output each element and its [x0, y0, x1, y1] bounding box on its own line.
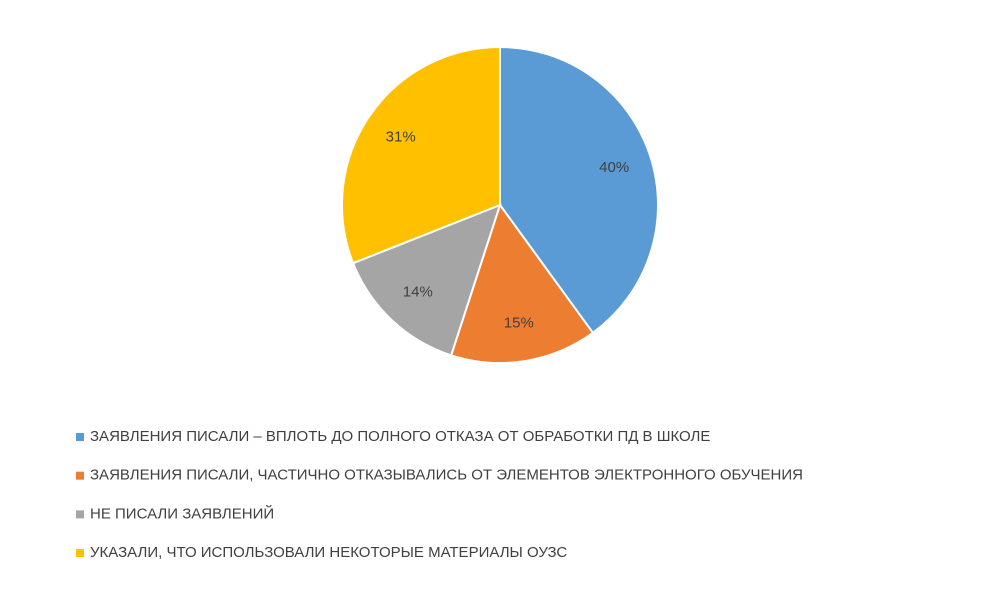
data-label: 40%	[599, 159, 629, 176]
data-label: 14%	[403, 284, 433, 301]
legend-swatch	[76, 471, 84, 480]
pie-slice	[499, 45, 659, 335]
pie-slice	[341, 45, 501, 265]
pie-slice	[351, 203, 502, 357]
legend-swatch	[76, 549, 84, 558]
data-label: 15%	[504, 315, 534, 332]
legend-label: УКАЗАЛИ, ЧТО ИСПОЛЬЗОВАЛИ НЕКОТОРЫЕ МАТЕ…	[90, 544, 567, 561]
legend-label: ЗАЯВЛЕНИЯ ПИСАЛИ, ЧАСТИЧНО ОТКАЗЫВАЛИСЬ …	[90, 467, 803, 484]
legend-label: НЕ ПИСАЛИ ЗАЯВЛЕНИЙ	[90, 504, 274, 522]
legend-swatch	[76, 433, 84, 441]
legend-label: ЗАЯВЛЕНИЯ ПИСАЛИ – ВПЛОТЬ ДО ПОЛНОГО ОТК…	[90, 428, 710, 445]
data-label: 31%	[386, 128, 416, 145]
legend-swatch	[76, 510, 84, 519]
pie-slice	[449, 202, 595, 364]
